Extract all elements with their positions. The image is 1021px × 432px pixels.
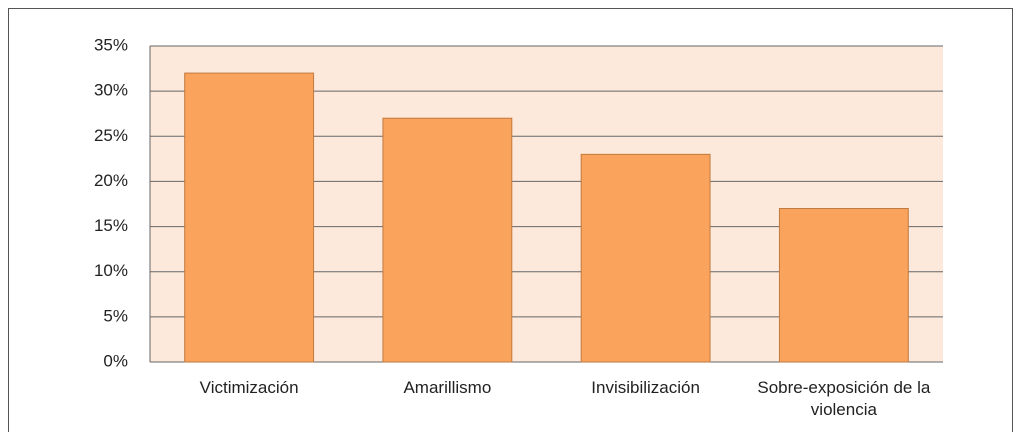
- frame: [8, 8, 1013, 432]
- x-tick-label: Victimización: [199, 378, 299, 397]
- bar: [580, 153, 711, 363]
- y-tick-label: 35%: [94, 35, 128, 54]
- bar: [184, 72, 315, 363]
- bar: [382, 117, 513, 363]
- y-tick-label: 15%: [94, 216, 128, 235]
- x-tick-label: Invisibilización: [591, 378, 700, 397]
- bar: [778, 208, 909, 363]
- y-tick-label: 30%: [94, 81, 128, 100]
- y-tick-label: 20%: [94, 171, 128, 190]
- y-tick-label: 25%: [94, 126, 128, 145]
- x-tick-label: Amarillismo: [403, 378, 492, 397]
- y-tick-label: 5%: [103, 306, 128, 325]
- y-tick-label: 0%: [103, 351, 128, 370]
- y-tick-label: 10%: [94, 261, 128, 280]
- x-tick-label: Sobre-exposición de la violencia: [757, 378, 931, 419]
